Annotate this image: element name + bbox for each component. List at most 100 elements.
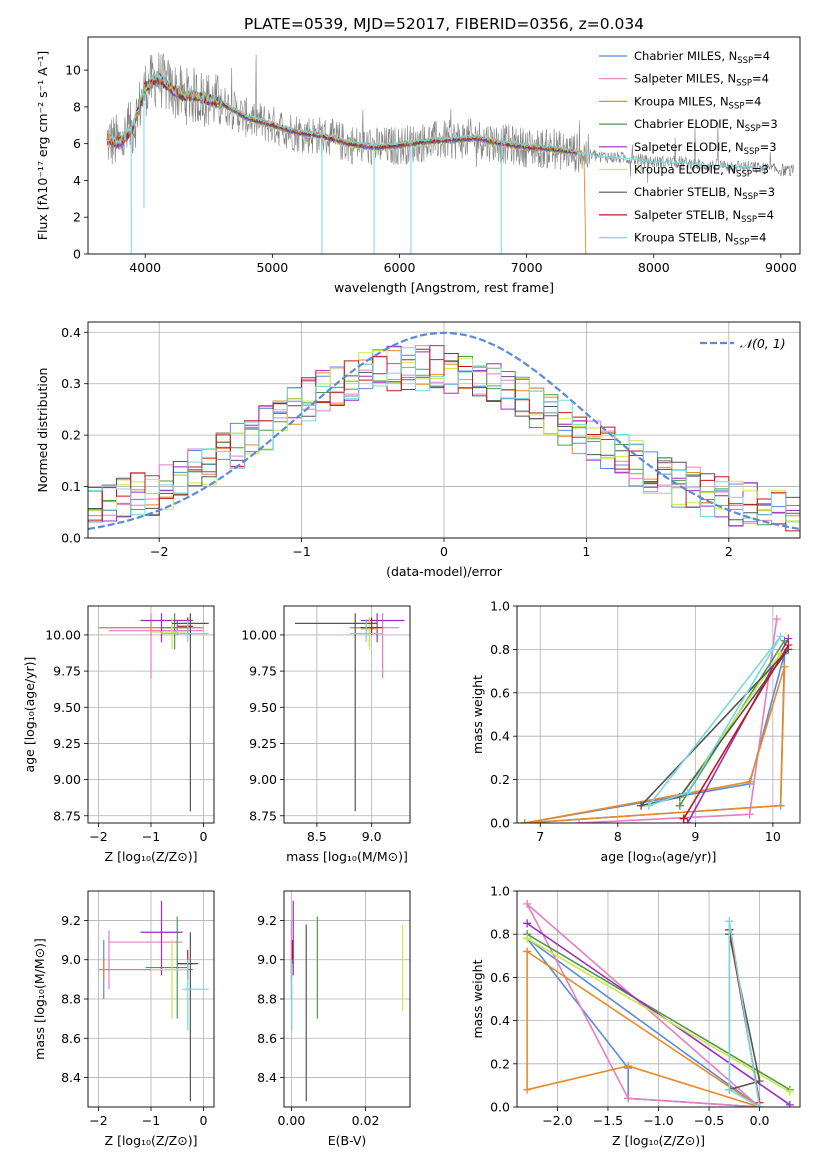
legend-text: Chabrier MILES, N: [634, 49, 737, 63]
y-tick-label: 10: [65, 63, 81, 78]
y-tick-label: 9.0: [257, 952, 277, 967]
y-tick-label: 9.75: [249, 664, 277, 679]
axes-frame: [283, 605, 411, 824]
legend-text: Chabrier STELIB, N: [634, 185, 742, 199]
weight-marker: [520, 819, 529, 823]
x-tick-label: −1: [142, 829, 160, 844]
legend-text: Salpeter ELODIE, N: [634, 140, 744, 154]
legend-subscript: SSP: [742, 192, 758, 202]
y-axis-label: mass [log₁₀(M/M⊙)]: [32, 938, 47, 1060]
y-tick-label: 8.4: [61, 1070, 81, 1085]
panel-massweight-vs-Z: −2.0 −1.5 −1.0 −0.5 0.0 0.0 0.2 0.4 0.6 0.8 1.0 Z […: [470, 884, 801, 1148]
x-tick-label: −1: [142, 1113, 160, 1128]
x-tick-label: −1.5: [593, 1113, 623, 1128]
weight-marker: [523, 947, 532, 956]
panel-age-vs-Z: −2 −1 0 8.75 9.00 9.25 9.50 9.75 10.00 Z [log₁₀(Z…: [22, 605, 215, 864]
legend-text: Salpeter STELIB, N: [634, 208, 741, 222]
y-tick-label: 0.2: [490, 772, 510, 787]
residual-histogram: [88, 347, 800, 523]
panel-massweight-vs-age: 7 8 9 10 0.0 0.2 0.4 0.6 0.8 1.0 age [log₁₀(age/yr…: [470, 599, 801, 864]
y-tick-label: 0.1: [61, 479, 81, 494]
y-tick-label: 0.2: [490, 1056, 510, 1071]
y-axis-label: mass weight: [470, 959, 485, 1038]
x-tick-label: 5000: [256, 260, 288, 275]
plot-area-age-vs-Z: [88, 606, 214, 823]
legend-residuals: 𝒩(0, 1): [700, 336, 786, 351]
weight-marker: [637, 801, 646, 810]
y-tick-label: 8.8: [257, 992, 277, 1007]
weight-marker: [523, 919, 532, 928]
x-tick-label: 8.5: [307, 829, 327, 844]
weight-marker: [780, 662, 789, 671]
weight-marker: [683, 819, 692, 823]
weight-marker: [745, 777, 754, 786]
weight-marker: [644, 801, 653, 810]
weight-marker: [785, 1100, 794, 1107]
x-tick-label: −2: [150, 544, 168, 559]
x-axis-label: age [log₁₀(age/yr)]: [601, 849, 717, 864]
x-tick-label: −2: [89, 1113, 107, 1128]
weight-marker: [725, 917, 734, 926]
y-tick-label: 9.00: [53, 772, 81, 787]
y-tick-label: 0.4: [61, 325, 81, 340]
weight-marker: [776, 801, 785, 810]
axes-frame: [516, 890, 801, 1108]
weight-marker: [675, 801, 684, 810]
y-tick-label: 6: [73, 136, 81, 151]
y-tick-label: 0.2: [61, 428, 81, 443]
x-tick-label: 10: [765, 829, 781, 844]
x-axis-label: wavelength [Angstrom, rest frame]: [334, 280, 554, 295]
legend-tail: =3: [760, 140, 777, 154]
plot-area-age-vs-mass: [284, 606, 410, 823]
legend-tail: =3: [758, 185, 775, 199]
plot-area-mass-vs-Z: [88, 891, 214, 1107]
weight-marker: [679, 814, 688, 823]
legend-label: Kroupa ELODIE, NSSP=3: [634, 163, 769, 180]
x-axis-label: Z [log₁₀(Z/Z⊙)]: [612, 1133, 705, 1148]
y-axis-label: age [log₁₀(age/yr)]: [22, 657, 37, 773]
panel-age-vs-mass: 8.5 9.0 8.75 9.00 9.25 9.50 9.75 10.00 mass [log…: [241, 605, 411, 864]
x-tick-label: −1.0: [643, 1113, 673, 1128]
x-tick-label: −0.5: [694, 1113, 724, 1128]
legend-subscript: SSP: [744, 147, 760, 157]
axes-frame: [87, 36, 801, 255]
weight-marker: [776, 632, 785, 641]
x-axis-label: Z [log₁₀(Z/Z⊙)]: [105, 1133, 198, 1148]
panel-mass-vs-Z: −2 −1 0 8.4 8.6 8.8 9.0 9.2 Z [log₁₀(Z/Z⊙)] mass …: [32, 890, 215, 1148]
y-tick-label: 0: [73, 247, 81, 262]
legend-text: Chabrier ELODIE, N: [634, 117, 745, 131]
axes-frame: [87, 321, 801, 539]
y-tick-label: 0.0: [490, 1100, 510, 1115]
y-axis-label: Flux [fλ10⁻¹⁷ erg cm⁻² s⁻¹ A⁻¹]: [35, 51, 50, 240]
x-tick-label: 0.02: [352, 1113, 380, 1128]
weight-marker: [772, 615, 781, 624]
x-tick-label: −2: [89, 829, 107, 844]
weight-marker: [745, 810, 754, 819]
weight-line: [526, 950, 761, 1107]
legend-text: Salpeter MILES, N: [634, 72, 736, 86]
legend-text: Kroupa STELIB, N: [634, 231, 734, 245]
y-tick-label: 4: [73, 173, 81, 188]
y-tick-label: 10.00: [45, 627, 81, 642]
model-line-tail: [577, 151, 769, 171]
x-tick-label: 0: [200, 829, 208, 844]
y-tick-label: 9.00: [249, 772, 277, 787]
y-tick-label: 2: [73, 210, 81, 225]
normal-curve: [88, 331, 800, 531]
legend-tail: =4: [744, 94, 761, 108]
weight-line: [728, 921, 761, 1107]
x-tick-label: 0.0: [750, 1113, 770, 1128]
y-tick-label: 8.6: [257, 1031, 277, 1046]
legend-label: Chabrier ELODIE, NSSP=3: [634, 117, 778, 134]
x-tick-label: 8000: [638, 260, 670, 275]
legend-tail: =4: [753, 49, 770, 63]
y-tick-label: 9.25: [249, 736, 277, 751]
y-tick-label: 0.3: [61, 376, 81, 391]
legend-label: Salpeter ELODIE, NSSP=3: [634, 140, 777, 157]
weight-marker: [683, 788, 692, 797]
weight-marker: [785, 1087, 794, 1096]
legend-subscript: SSP: [736, 79, 752, 89]
weight-marker: [575, 819, 584, 823]
legend-subscript: SSP: [734, 238, 750, 248]
